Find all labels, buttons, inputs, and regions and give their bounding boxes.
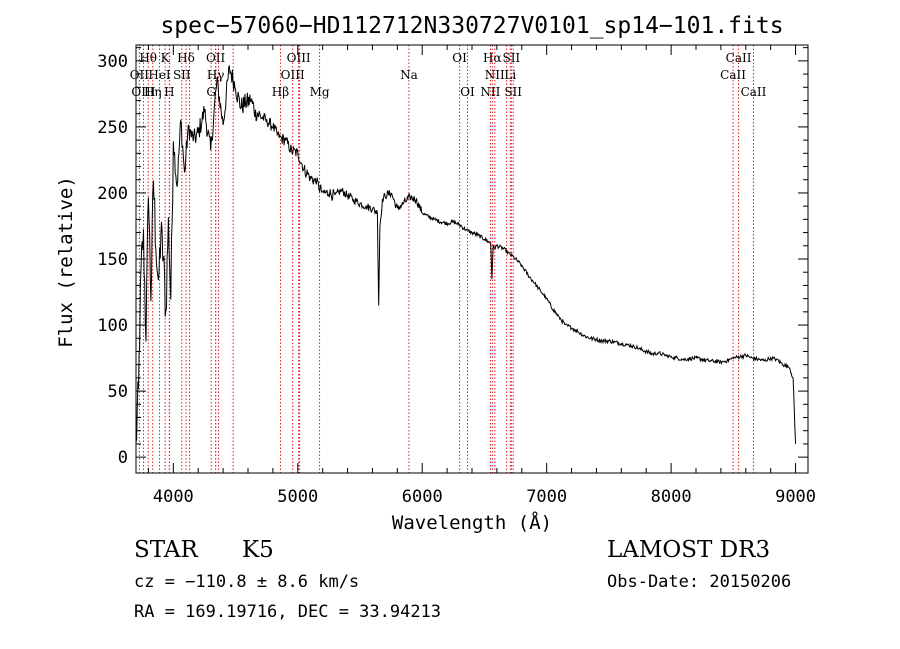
spectral-line-label: SII	[173, 68, 191, 82]
observation-date: Obs-Date: 20150206	[607, 572, 792, 592]
y-tick-label: 0	[118, 448, 128, 468]
object-subclass: K5	[242, 537, 274, 563]
survey-name: LAMOST DR3	[607, 537, 771, 563]
x-tick-label: 7000	[526, 487, 567, 507]
x-tick-label: 9000	[775, 487, 816, 507]
x-axis-label: Wavelength (Å)	[392, 511, 552, 534]
y-axis-label: Flux (relative)	[55, 176, 77, 348]
spectral-line-label: G	[206, 85, 216, 99]
spectral-line-label: OI	[460, 85, 475, 99]
spectral-line-label: Mg	[310, 85, 330, 99]
spectral-line-label: OII	[130, 68, 150, 82]
spectral-line-label: CaII	[726, 51, 752, 65]
spectral-line-label: K	[161, 51, 171, 65]
spectral-line-label: H	[164, 85, 174, 99]
spectral-line-label: HeI	[148, 68, 171, 82]
y-tick-label: 50	[108, 382, 128, 402]
spectral-line-label: OIII	[281, 68, 305, 82]
y-tick-label: 300	[97, 52, 128, 72]
spectral-line-label: CaII	[720, 68, 746, 82]
spectral-line-label: OIII	[287, 51, 311, 65]
spectral-line-markers	[138, 45, 754, 473]
spectral-line-label: Hγ	[207, 68, 225, 82]
spectral-line-label: CaII	[741, 85, 767, 99]
redshift-cz: cz = −110.8 ± 8.6 km/s	[134, 572, 360, 592]
spectral-line-label: Hη	[144, 85, 162, 99]
x-tick-label: 4000	[153, 487, 194, 507]
spectral-line-label: Na	[400, 68, 418, 82]
spectral-line-label: NII	[480, 85, 500, 99]
y-tick-label: 100	[97, 316, 128, 336]
axis-ticks: 4000 5000 6000 7000 8000 9000 0 50 100 150 200 250 3…	[97, 45, 816, 507]
spectral-line-label: Hδ	[177, 51, 195, 65]
spectral-line-label: Hβ	[272, 85, 289, 99]
spectral-line-label: NII	[485, 68, 505, 82]
spectral-line-label: Li	[504, 68, 516, 82]
spectral-line-label: Hα	[483, 51, 502, 65]
spectral-line-label: OI	[452, 51, 467, 65]
x-tick-label: 6000	[402, 487, 443, 507]
chart-title: spec−57060−HD112712N330727V0101_sp14−101…	[160, 13, 783, 39]
plot-frame	[135, 44, 809, 474]
spectral-line-label: OIII	[131, 85, 155, 99]
sky-coordinates: RA = 169.19716, DEC = 33.94213	[134, 602, 442, 622]
spectrum-flux-line	[135, 64, 797, 444]
spectral-line-label: Hθ	[139, 51, 157, 65]
x-tick-label: 8000	[651, 487, 692, 507]
y-tick-label: 200	[97, 184, 128, 204]
spectral-line-label: SII	[504, 85, 522, 99]
x-tick-label: 5000	[277, 487, 318, 507]
object-class: STAR	[134, 537, 198, 563]
y-tick-label: 150	[97, 250, 128, 270]
spectral-line-label: SII	[502, 51, 520, 65]
spectral-line-label: OII	[206, 51, 226, 65]
y-tick-label: 250	[97, 118, 128, 138]
